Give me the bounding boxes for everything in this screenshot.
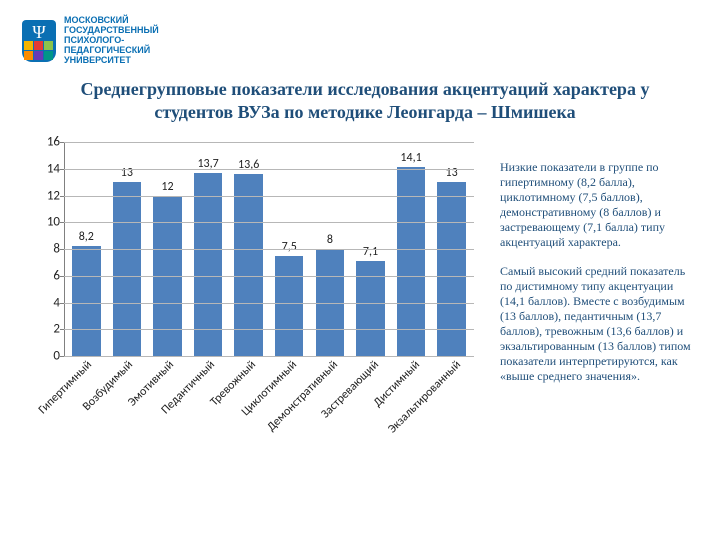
bar-value-label: 8 xyxy=(327,233,333,247)
accentuation-bar-chart: 8,2131213,713,67,587,114,113 02468101214… xyxy=(36,142,474,382)
gridline xyxy=(64,196,474,197)
org-logo: МОСКОВСКИЙ ГОСУДАРСТВЕННЫЙ ПСИХОЛОГО- ПЕ… xyxy=(22,16,159,65)
y-tick-label: 4 xyxy=(36,295,60,310)
analysis-text: Низкие показатели в группе по гипертимно… xyxy=(500,160,696,398)
bar-value-label: 12 xyxy=(161,180,173,194)
bar-value-label: 14,1 xyxy=(400,151,421,165)
logo-text: МОСКОВСКИЙ ГОСУДАРСТВЕННЫЙ ПСИХОЛОГО- ПЕ… xyxy=(64,16,159,65)
bar-value-label: 13,6 xyxy=(238,158,259,172)
y-tick-label: 6 xyxy=(36,268,60,283)
bar: 7,5 xyxy=(275,256,303,356)
logo-shield-icon xyxy=(22,20,56,62)
bar-value-label: 7,1 xyxy=(363,245,378,259)
analysis-paragraph-high: Самый высокий средний показатель по дист… xyxy=(500,264,696,384)
y-tick-label: 2 xyxy=(36,322,60,337)
gridline xyxy=(64,169,474,170)
bar-value-label: 8,2 xyxy=(79,230,94,244)
page-title: Среднегрупповые показатели исследования … xyxy=(40,78,690,123)
x-axis-labels: ГипертимныйВозбудимыйЭмотивныйПедантичны… xyxy=(64,356,474,382)
gridline xyxy=(64,142,474,143)
bar-value-label: 7,5 xyxy=(282,240,297,254)
y-tick-label: 12 xyxy=(36,188,60,203)
y-tick-label: 8 xyxy=(36,242,60,257)
gridline xyxy=(64,303,474,304)
y-tick-label: 16 xyxy=(36,135,60,150)
y-tick-label: 0 xyxy=(36,349,60,364)
gridline xyxy=(64,249,474,250)
gridline xyxy=(64,222,474,223)
bar: 8,2 xyxy=(72,246,100,356)
gridline xyxy=(64,329,474,330)
analysis-paragraph-low: Низкие показатели в группе по гипертимно… xyxy=(500,160,696,250)
y-tick-label: 14 xyxy=(36,161,60,176)
y-tick-label: 10 xyxy=(36,215,60,230)
gridline xyxy=(64,276,474,277)
